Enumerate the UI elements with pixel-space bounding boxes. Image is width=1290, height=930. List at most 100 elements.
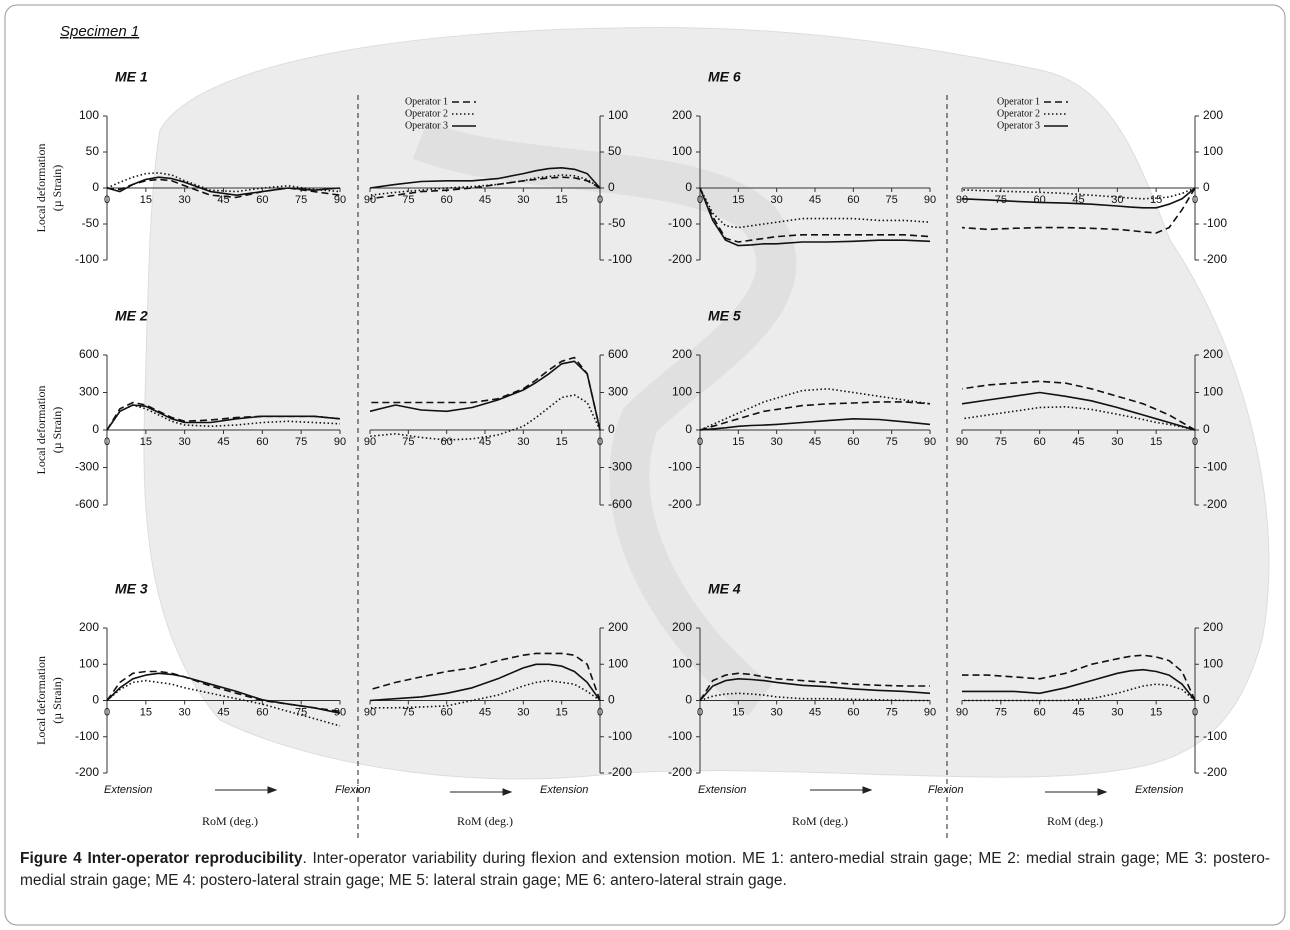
y-tick-label: -300	[608, 460, 632, 474]
x-tick-label: 45	[217, 436, 229, 448]
y-tick-label: 100	[79, 656, 99, 670]
y-tick-label: 100	[1203, 656, 1223, 670]
series-line	[369, 394, 601, 441]
x-tick-label: 0	[597, 706, 603, 718]
x-tick-label: 30	[517, 194, 529, 206]
x-tick-label: 45	[479, 706, 491, 718]
figure-border	[4, 4, 1286, 926]
x-tick-label: 30	[771, 194, 783, 206]
y-axis-label: (µ Strain)	[50, 677, 64, 724]
y-tick-label: -200	[668, 765, 692, 779]
y-tick-label: 100	[672, 385, 692, 399]
motion-label: Extension	[540, 784, 588, 796]
y-tick-label: 50	[608, 144, 622, 158]
legend-label: Operator 1	[405, 96, 448, 107]
x-tick-label: 0	[697, 436, 703, 448]
x-tick-label: 60	[847, 194, 859, 206]
x-tick-label: 60	[847, 436, 859, 448]
x-tick-label: 15	[140, 436, 152, 448]
x-tick-label: 30	[1111, 436, 1123, 448]
series-line	[699, 678, 931, 702]
x-tick-label: 15	[140, 194, 152, 206]
x-tick-label: 60	[256, 706, 268, 718]
legend-label: Operator 3	[997, 120, 1040, 131]
x-tick-label: 75	[402, 436, 414, 448]
panel-title: ME 5	[708, 308, 741, 324]
legend-label: Operator 3	[405, 120, 448, 131]
x-tick-label: 0	[104, 194, 110, 206]
series-line	[961, 391, 1196, 431]
panel-title: ME 2	[115, 308, 148, 324]
legend-label: Operator 2	[997, 108, 1040, 119]
x-tick-label: 60	[256, 194, 268, 206]
y-tick-label: 0	[685, 422, 692, 436]
x-tick-label: 30	[517, 436, 529, 448]
y-tick-label: 0	[1203, 693, 1210, 707]
series-line	[106, 679, 341, 727]
series-line	[962, 654, 1196, 701]
motion-label: Flexion	[928, 784, 963, 796]
y-tick-label: 200	[79, 620, 99, 634]
series-line	[106, 172, 341, 193]
y-tick-label: 100	[672, 144, 692, 158]
x-tick-label: 30	[517, 706, 529, 718]
y-tick-label: 200	[672, 108, 692, 122]
y-tick-label: -100	[608, 729, 632, 743]
x-tick-label: 75	[295, 194, 307, 206]
x-tick-label: 15	[140, 706, 152, 718]
y-tick-label: 100	[672, 656, 692, 670]
series-line	[106, 176, 341, 196]
x-tick-label: 60	[441, 194, 453, 206]
y-tick-label: 50	[86, 144, 100, 158]
y-axis-label: Local deformation	[34, 144, 48, 233]
series-line	[961, 380, 1196, 431]
x-tick-label: 45	[809, 194, 821, 206]
x-axis-label: RoM (deg.)	[457, 814, 513, 828]
y-tick-label: -50	[82, 216, 100, 230]
x-tick-label: 15	[732, 436, 744, 448]
x-tick-label: 90	[334, 436, 346, 448]
series-line	[699, 418, 931, 431]
x-tick-label: 30	[1111, 194, 1123, 206]
y-axis-label: (µ Strain)	[50, 407, 64, 454]
y-tick-label: 100	[1203, 144, 1223, 158]
y-tick-label: 600	[608, 347, 628, 361]
x-tick-label: 45	[217, 706, 229, 718]
x-tick-label: 0	[104, 706, 110, 718]
x-tick-label: 30	[771, 436, 783, 448]
x-tick-label: 45	[479, 194, 491, 206]
x-tick-label: 0	[697, 194, 703, 206]
y-tick-label: 200	[672, 620, 692, 634]
caption-title: Figure 4 Inter-operator reproducibility	[20, 850, 303, 867]
x-tick-label: 0	[697, 706, 703, 718]
legend-label: Operator 1	[997, 96, 1040, 107]
y-tick-label: 300	[79, 385, 99, 399]
x-tick-label: 45	[1072, 706, 1084, 718]
y-tick-label: 300	[608, 385, 628, 399]
y-tick-label: 0	[1203, 180, 1210, 194]
x-tick-label: 15	[1150, 194, 1162, 206]
panel-title: ME 1	[115, 69, 148, 85]
x-tick-label: 15	[1150, 436, 1162, 448]
series-line	[699, 187, 931, 229]
y-tick-label: 0	[608, 180, 615, 194]
x-tick-label: 90	[924, 436, 936, 448]
motion-label: Extension	[104, 784, 152, 796]
y-tick-label: -100	[1203, 216, 1227, 230]
x-tick-label: 75	[995, 436, 1007, 448]
x-tick-label: 15	[1150, 706, 1162, 718]
x-tick-label: 30	[179, 436, 191, 448]
x-tick-label: 75	[995, 706, 1007, 718]
arrows	[215, 786, 1108, 796]
x-tick-label: 0	[597, 436, 603, 448]
y-tick-label: 200	[608, 620, 628, 634]
y-axis-label: Local deformation	[34, 656, 48, 745]
y-tick-label: -200	[668, 252, 692, 266]
x-tick-label: 30	[771, 706, 783, 718]
x-tick-label: 0	[1192, 436, 1198, 448]
x-tick-label: 30	[179, 706, 191, 718]
x-tick-label: 45	[809, 706, 821, 718]
series-line	[106, 672, 341, 714]
y-tick-label: -600	[608, 497, 632, 511]
